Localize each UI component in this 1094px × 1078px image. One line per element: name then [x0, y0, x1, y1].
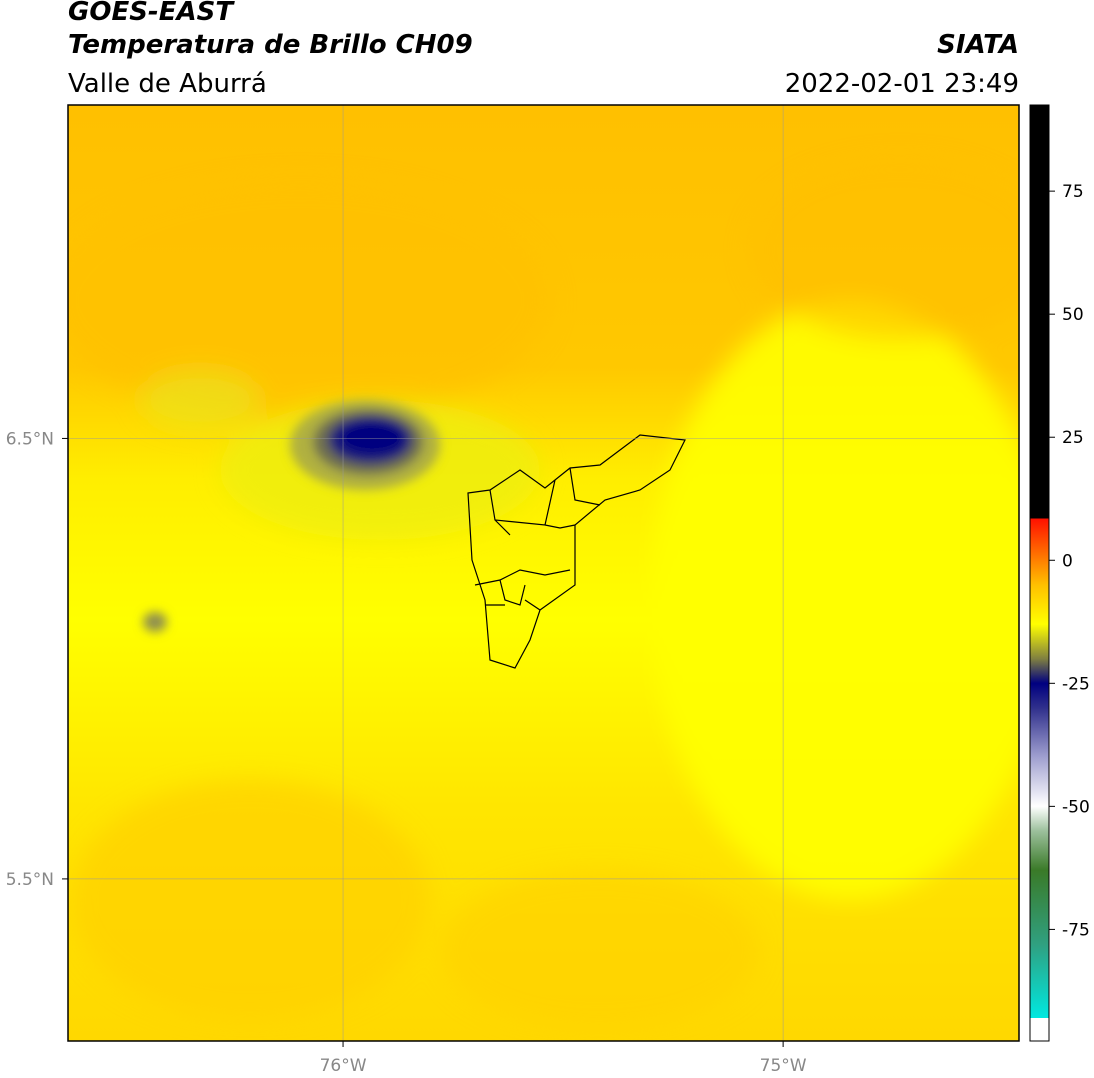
region: Valle de Aburrá	[68, 69, 267, 99]
colorbar-tick-label: 50	[1062, 305, 1084, 325]
colorbar-tick-label: 0	[1062, 551, 1073, 571]
colorbar	[1030, 105, 1049, 1018]
colorbar-under	[1030, 1018, 1049, 1041]
map-frame	[67, 104, 1020, 1042]
y-tick-label: 6.5°N	[6, 429, 54, 449]
source: SIATA	[937, 30, 1019, 60]
satellite-image	[68, 105, 1019, 1041]
graticule	[68, 105, 1019, 1041]
colorbar-tick-label: 25	[1062, 428, 1084, 448]
colorbar-tick-label: -75	[1062, 920, 1090, 940]
colorbar-frame	[1029, 104, 1050, 1042]
title: GOES-EAST	[68, 0, 235, 27]
colorbar-tick-label: -50	[1062, 797, 1090, 817]
timestamp: 2022-02-01 23:49	[785, 69, 1019, 99]
product: Temperatura de Brillo CH09	[68, 30, 473, 60]
x-tick-label: 76°W	[320, 1056, 367, 1076]
colorbar-tick-label: 75	[1062, 182, 1084, 202]
y-tick-label: 5.5°N	[6, 870, 54, 890]
colorbar-tick-label: -25	[1062, 674, 1090, 694]
x-tick-label: 75°W	[760, 1056, 807, 1076]
